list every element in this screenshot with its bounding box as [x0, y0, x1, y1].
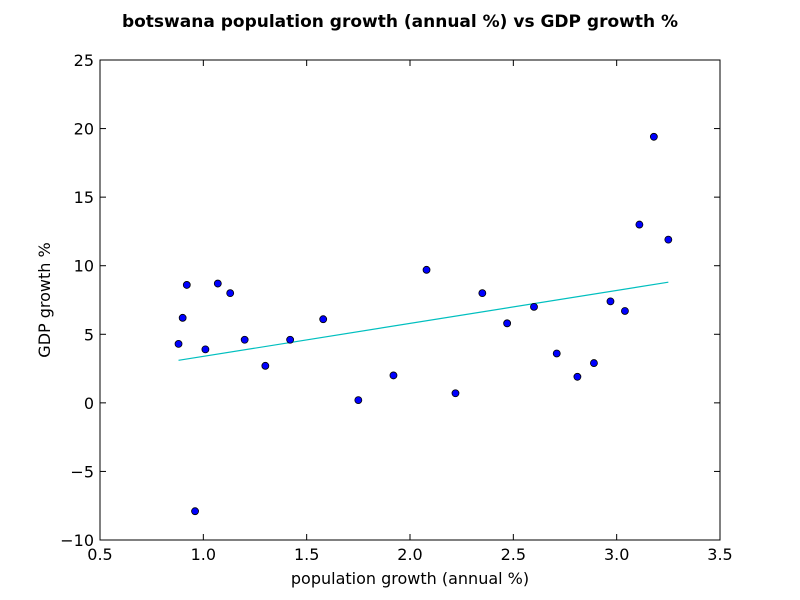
- y-tick-label: 5: [84, 325, 94, 344]
- data-point: [191, 507, 199, 516]
- data-point: [354, 396, 363, 405]
- data-point: [201, 345, 210, 354]
- x-tick-label: 1.5: [294, 545, 319, 564]
- data-point: [286, 335, 295, 344]
- data-point: [213, 279, 222, 288]
- x-tick-label: 2.0: [397, 545, 422, 564]
- data-point: [606, 297, 615, 306]
- y-tick-label: −5: [70, 462, 94, 481]
- data-point: [621, 307, 629, 315]
- data-point: [422, 265, 431, 274]
- data-point: [240, 335, 249, 344]
- y-tick-label: 25: [74, 51, 94, 70]
- data-point: [261, 361, 270, 370]
- x-tick-label: 3.0: [604, 545, 629, 564]
- x-tick-label: 3.5: [707, 545, 732, 564]
- data-point: [451, 389, 460, 398]
- data-point: [226, 289, 235, 298]
- data-point: [389, 371, 398, 380]
- x-tick-label: 2.5: [501, 545, 526, 564]
- data-point: [478, 289, 487, 298]
- data-point: [649, 132, 658, 141]
- x-axis-label: population growth (annual %): [291, 569, 529, 588]
- data-point: [573, 372, 582, 381]
- data-points: [174, 132, 673, 516]
- data-point: [174, 339, 183, 348]
- data-point: [635, 220, 644, 229]
- y-tick-label: 10: [74, 257, 94, 276]
- plot-area: [99, 59, 721, 541]
- data-point: [590, 359, 598, 367]
- trendline-group: [178, 281, 669, 361]
- y-tick-label: 20: [74, 120, 94, 139]
- y-tick-label: 0: [84, 394, 94, 413]
- data-point: [503, 319, 512, 328]
- y-tick-label: −10: [60, 531, 94, 550]
- data-point: [530, 302, 538, 311]
- axis-ticks: 0.5 1.0 1.5 2.0 2.5 3.0 3.5 −10 −5 0 5 10 15 20 25: [60, 51, 732, 564]
- y-tick-label: 15: [74, 188, 94, 207]
- trendline: [178, 281, 669, 361]
- x-tick-label: 1.0: [191, 545, 216, 564]
- chart-title: botswana population growth (annual %) vs…: [122, 12, 678, 32]
- data-point: [552, 349, 561, 358]
- x-tick-label: 0.5: [87, 545, 112, 564]
- data-point: [178, 313, 187, 322]
- data-point: [664, 235, 673, 244]
- data-point: [319, 315, 328, 324]
- y-axis-label: GDP growth %: [35, 242, 54, 357]
- data-point: [182, 281, 191, 289]
